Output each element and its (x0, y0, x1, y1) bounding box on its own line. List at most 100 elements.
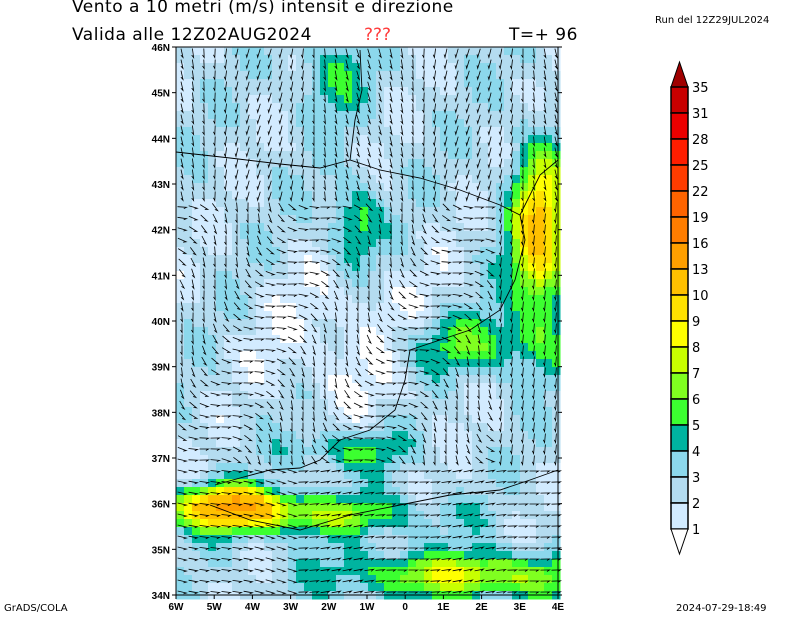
wind-arrow (443, 103, 448, 114)
wind-arrow (300, 114, 304, 125)
shade-cell (472, 391, 481, 400)
wind-arrow (509, 444, 513, 455)
wind-arrow (498, 191, 503, 202)
shade-cell (536, 423, 545, 432)
shade-cell (336, 143, 345, 152)
shade-cell (456, 143, 465, 152)
shade-cell (352, 159, 361, 168)
wind-arrow (542, 246, 546, 257)
shade-cell (480, 415, 489, 424)
shade-cell (544, 151, 553, 160)
shade-cell (512, 95, 521, 104)
wind-arrow (320, 502, 331, 506)
shade-cell (240, 167, 249, 176)
wind-arrow (343, 413, 353, 420)
shade-cell (496, 519, 505, 528)
shade-cell (264, 391, 273, 400)
wind-arrow (400, 169, 404, 180)
shade-cell (504, 407, 513, 416)
wind-arrow (267, 147, 272, 158)
shade-cell (496, 503, 505, 512)
wind-arrow (235, 202, 238, 213)
shade-cell (488, 263, 497, 272)
wind-arrow (400, 81, 404, 92)
shade-cell (424, 447, 433, 456)
shade-cell (512, 143, 521, 152)
wind-arrow (408, 304, 419, 309)
shade-cell (304, 303, 313, 312)
shade-cell (464, 175, 473, 184)
shade-cell (432, 143, 441, 152)
wind-arrow (210, 547, 222, 551)
shade-cell (496, 287, 505, 296)
wind-arrow (553, 334, 557, 345)
shade-cell (208, 495, 217, 504)
shade-cell (416, 167, 425, 176)
wind-arrow (509, 301, 513, 312)
shade-cell (520, 399, 529, 408)
shade-cell (440, 263, 449, 272)
shade-cell (392, 295, 401, 304)
shade-cell (176, 183, 185, 192)
shade-cell (480, 519, 489, 528)
shade-cell (488, 183, 497, 192)
shade-cell (296, 391, 305, 400)
wind-arrow (432, 70, 436, 81)
shade-cell (200, 143, 209, 152)
wind-arrow (334, 191, 338, 202)
wind-arrow (256, 92, 261, 103)
wind-arrow (210, 492, 222, 496)
wind-arrow (202, 279, 205, 290)
shade-cell (224, 463, 233, 472)
shade-cell (344, 383, 353, 392)
shade-cell (264, 343, 273, 352)
shade-cell (296, 423, 305, 432)
wind-arrow (235, 246, 238, 257)
wind-arrow (234, 169, 239, 180)
shade-cell (208, 367, 217, 376)
shade-cell (216, 439, 225, 448)
wind-arrow (353, 557, 364, 561)
wind-arrow (323, 136, 326, 147)
wind-arrow (529, 547, 540, 550)
shade-cell (216, 431, 225, 440)
shade-cell (328, 551, 337, 560)
shade-cell (392, 183, 401, 192)
shade-cell (496, 487, 505, 496)
wind-arrow (553, 257, 557, 268)
wind-arrow (356, 323, 359, 334)
shade-cell (472, 551, 481, 560)
shade-cell (176, 287, 185, 296)
wind-arrow (312, 147, 315, 158)
wind-arrow (397, 414, 408, 419)
shade-cell (176, 151, 185, 160)
shade-cell (528, 471, 537, 480)
shade-cell (328, 567, 337, 576)
wind-arrow (375, 458, 386, 463)
wind-arrow (386, 536, 397, 539)
wind-arrow (301, 378, 305, 389)
wind-arrow (432, 136, 436, 147)
shade-cell (432, 239, 441, 248)
wind-arrow (199, 448, 210, 451)
shade-cell (336, 183, 345, 192)
shade-cell (440, 551, 449, 560)
shade-cell (224, 103, 233, 112)
wind-arrow (333, 279, 340, 289)
wind-arrow (498, 455, 502, 466)
shade-cell (432, 127, 441, 136)
shade-cell (504, 79, 513, 88)
wind-arrow (474, 281, 485, 287)
shade-cell (408, 167, 417, 176)
wind-arrow (232, 569, 243, 573)
wind-arrow (531, 213, 535, 224)
wind-arrow (477, 323, 482, 334)
shade-cell (312, 367, 321, 376)
wind-arrow (356, 114, 361, 125)
shade-cell (216, 279, 225, 288)
shade-cell (408, 127, 417, 136)
wind-arrow (367, 103, 372, 114)
wind-arrow (389, 70, 393, 81)
wind-arrow (408, 382, 419, 386)
